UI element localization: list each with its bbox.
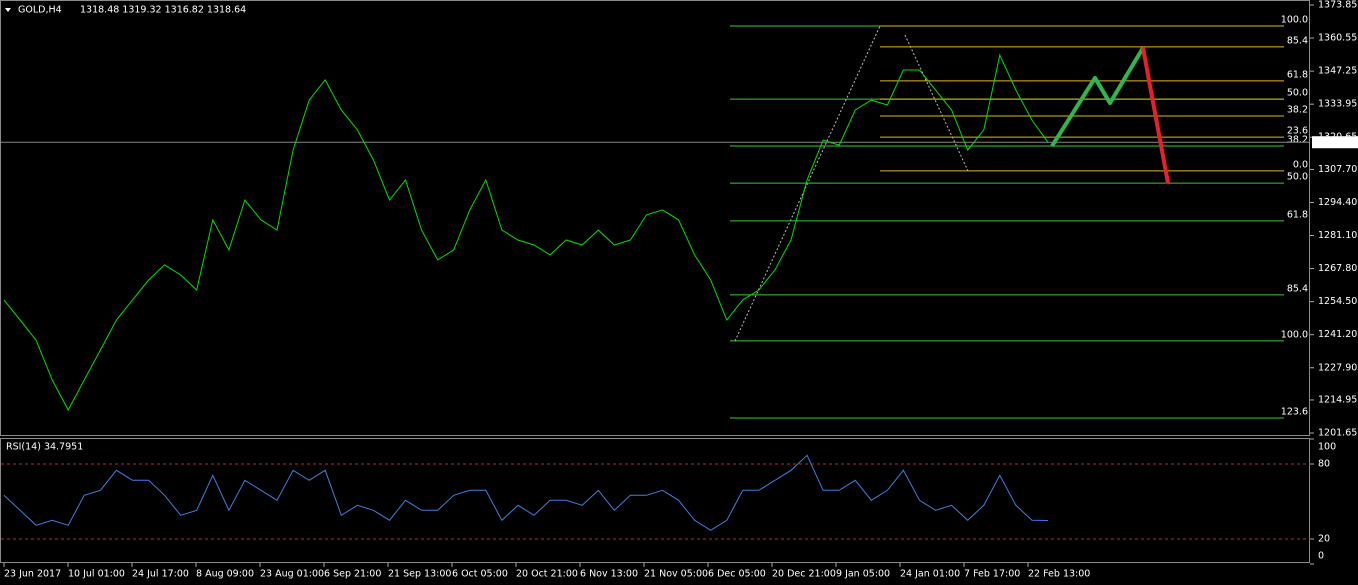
- rsi-panel-frame: [0, 438, 1310, 563]
- fib-label: 50.0: [1287, 88, 1308, 99]
- current-price-label: 1318.64: [1316, 137, 1355, 148]
- y-tick-label: 1267.80: [1318, 263, 1357, 274]
- fib-label: 50.0: [1287, 172, 1308, 183]
- main-panel-frame: [0, 0, 1310, 436]
- x-tick-label: 6 Sep 21:00: [324, 569, 381, 580]
- y-tick-label: 1307.70: [1318, 164, 1357, 175]
- x-tick-label: 20 Dec 21:00: [772, 569, 836, 580]
- rsi-title: RSI(14) 34.7951: [6, 442, 83, 453]
- y-tick-label: 80: [1318, 459, 1330, 470]
- fib-label: 0.0: [1293, 159, 1308, 170]
- x-tick-label: 7 Feb 17:00: [964, 569, 1020, 580]
- x-tick-label: 21 Nov 05:00: [644, 569, 708, 580]
- x-tick-label: 6 Oct 05:00: [452, 569, 508, 580]
- rsi-line: [3, 454, 1049, 531]
- fib-label: 23.6: [1287, 126, 1308, 137]
- price-line: [3, 53, 1049, 412]
- y-tick-label: 1333.95: [1318, 99, 1357, 110]
- fib-label: 61.8: [1287, 69, 1308, 80]
- x-tick-label: 8 Aug 09:00: [196, 569, 254, 580]
- y-tick-label: 1254.50: [1318, 296, 1357, 307]
- y-tick-label: 1281.10: [1318, 230, 1357, 241]
- y-tick-label: 1241.20: [1318, 329, 1357, 340]
- x-tick-label: 23 Jun 2017: [4, 569, 61, 580]
- x-tick-label: 24 Jan 01:00: [900, 569, 960, 580]
- y-tick-label: 0: [1318, 551, 1324, 562]
- x-tick-label: 10 Jul 01:00: [68, 569, 125, 580]
- y-tick-label: 1227.90: [1318, 362, 1357, 373]
- y-tick-label: 1360.55: [1318, 33, 1357, 44]
- symbol: GOLD,H4: [18, 5, 62, 16]
- fib-label: 100.0: [1281, 15, 1308, 26]
- y-tick-label: 1214.95: [1318, 394, 1357, 405]
- price-tag: [1312, 136, 1358, 149]
- ohlc: 1318.48 1319.32 1316.82 1318.64: [80, 5, 246, 16]
- fib-label: 85.4: [1287, 35, 1308, 46]
- y-tick-label: 1201.65: [1318, 428, 1357, 439]
- x-tick-label: 23 Aug 01:00: [260, 569, 324, 580]
- fib-label: 38.2: [1287, 135, 1308, 146]
- x-tick-label: 20 Oct 21:00: [516, 569, 578, 580]
- fib-label: 123.6: [1281, 406, 1308, 417]
- fib-anchor-line: [904, 34, 969, 172]
- x-tick-label: 24 Jul 17:00: [132, 569, 189, 580]
- projection: [1141, 47, 1170, 184]
- x-tick-label: 22 Feb 13:00: [1028, 569, 1090, 580]
- fib-label: 100.0: [1281, 329, 1308, 340]
- y-tick-label: 20: [1318, 534, 1330, 545]
- x-tick-label: 6 Dec 05:00: [708, 569, 766, 580]
- y-tick-label: 100: [1318, 442, 1336, 453]
- fib-label: 85.4: [1287, 283, 1308, 294]
- menu-icon[interactable]: [5, 8, 11, 12]
- x-tick-label: 21 Sep 13:00: [388, 569, 451, 580]
- fib-label: 61.8: [1287, 209, 1308, 220]
- y-tick-label: 1373.85: [1318, 0, 1357, 11]
- projection: [1050, 46, 1145, 148]
- x-tick-label: 9 Jan 05:00: [836, 569, 890, 580]
- fib-label: 38.2: [1287, 104, 1308, 115]
- x-tick-label: 6 Nov 13:00: [580, 569, 638, 580]
- y-tick-label: 1347.25: [1318, 66, 1357, 77]
- y-tick-label: 1294.40: [1318, 197, 1357, 208]
